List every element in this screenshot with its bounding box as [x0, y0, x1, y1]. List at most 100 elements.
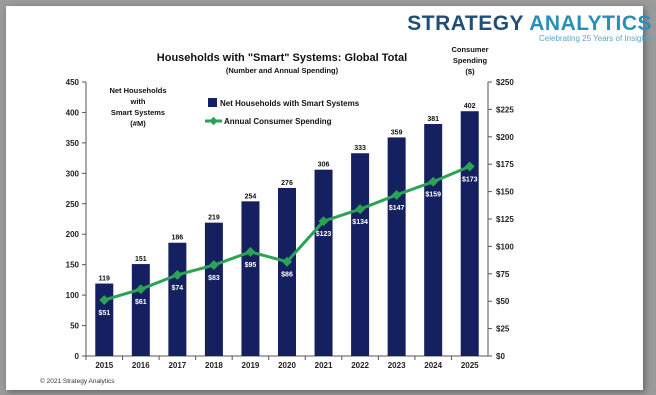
- bar-value-label: 219: [208, 215, 220, 222]
- spending-value-label: $159: [425, 192, 441, 199]
- y-tick-label: 450: [66, 78, 80, 87]
- y-tick-label: 100: [66, 291, 80, 300]
- spending-point: [428, 176, 439, 187]
- bar: [278, 187, 296, 356]
- spending-value-label: $83: [208, 275, 220, 282]
- y2-tick-label: $250: [496, 78, 514, 87]
- bar-value-label: 276: [281, 180, 293, 187]
- bar-value-label: 359: [391, 129, 403, 136]
- x-tick-label: 2015: [95, 361, 113, 370]
- y-tick-label: 350: [66, 139, 80, 148]
- bar: [460, 111, 479, 356]
- y-tick-label: 200: [66, 230, 80, 239]
- brand-name-part2: ANALYTICS: [529, 12, 652, 35]
- spending-point: [208, 260, 219, 270]
- spending-point: [282, 256, 292, 267]
- bar-value-label: 381: [427, 116, 439, 123]
- spending-value-label: $173: [462, 176, 478, 183]
- x-tick-label: 2021: [315, 361, 333, 370]
- spending-point: [318, 216, 329, 227]
- y2-tick-label: $0: [496, 352, 505, 361]
- brand-logo: STRATEGY ANALYTICS Celebrating 25 Years …: [407, 12, 652, 43]
- y2-tick-label: $150: [496, 188, 514, 197]
- x-tick-label: 2016: [132, 361, 150, 370]
- legend-label-line: Annual Consumer Spending: [224, 117, 332, 126]
- spending-value-label: $86: [281, 272, 293, 279]
- bar: [95, 283, 114, 356]
- y2-tick-label: $50: [496, 297, 510, 306]
- bars: 119 151 186 219 254 276 306 333 359 381 402: [95, 103, 479, 356]
- spending-value-label: $51: [98, 310, 110, 317]
- bar-value-label: 402: [464, 103, 476, 110]
- x-tick-label: 2023: [388, 361, 406, 370]
- bar-value-label: 151: [135, 256, 147, 263]
- spending-point: [172, 269, 183, 280]
- legend-label-bars: Net Households with Smart Systems: [220, 99, 360, 108]
- y2-tick-label: $200: [496, 133, 514, 142]
- y2-tick-label: $100: [496, 242, 514, 251]
- bar: [424, 124, 443, 356]
- y2-axis-label: Consumer Spending ($): [451, 45, 488, 76]
- y2-axis-label-line: ($): [465, 67, 475, 76]
- y2-tick-label: $75: [496, 270, 510, 279]
- y-tick-label: 150: [66, 261, 80, 270]
- bar-value-label: 119: [99, 276, 110, 283]
- x-tick-label: 2018: [205, 361, 223, 370]
- y2-axis-label-line: Spending: [453, 56, 488, 65]
- bar: [131, 264, 150, 356]
- bar: [387, 137, 406, 356]
- legend-swatch-marker: [209, 116, 218, 126]
- y-axis-label-line: Net Households: [109, 86, 166, 95]
- y-axis-label-line: Smart Systems: [111, 108, 165, 117]
- x-tick-label: 2022: [351, 361, 369, 370]
- x-tick-label: 2020: [278, 361, 296, 370]
- x-tick-label: 2017: [168, 361, 186, 370]
- spending-value-label: $95: [245, 262, 257, 269]
- y2-tick-label: $25: [496, 325, 510, 334]
- y-axis-label: Net Households with Smart Systems (#M): [109, 86, 166, 128]
- spending-point: [464, 161, 475, 172]
- spending-value-label: $61: [135, 299, 147, 306]
- bar: [204, 222, 223, 356]
- spending-point: [245, 246, 256, 257]
- y-tick-label: 400: [66, 108, 80, 117]
- x-tick-label: 2019: [242, 361, 260, 370]
- brand-name: STRATEGY ANALYTICS: [407, 12, 652, 36]
- y-tick-label: 250: [66, 200, 80, 209]
- bar-value-label: 186: [172, 235, 184, 242]
- y-tick-label: 50: [70, 322, 79, 331]
- spending-value-label: $147: [389, 205, 405, 212]
- x-tick-label: 2025: [461, 361, 479, 370]
- brand-tagline: Celebrating 25 Years of Insights: [539, 34, 652, 43]
- brand-name-part1: STRATEGY: [407, 12, 524, 35]
- bar: [351, 153, 370, 356]
- spending-point: [135, 284, 146, 295]
- legend: Net Households with Smart Systems Annual …: [205, 98, 360, 126]
- y2-axis-label-line: Consumer: [451, 45, 488, 54]
- bar-value-label: 333: [354, 145, 366, 152]
- bar: [314, 169, 333, 356]
- chart-subtitle: (Number and Annual Spending): [226, 66, 339, 75]
- bar-value-label: 254: [245, 193, 257, 200]
- spending-value-label: $74: [172, 285, 184, 292]
- legend-swatch-bars: [208, 98, 217, 107]
- y-axis-label-line: (#M): [130, 119, 146, 128]
- y2-tick-label: $225: [496, 105, 514, 114]
- axes: 0 50 100 150 200 250 300 350 400 450 $0 $25 $50 $75 $1…: [66, 78, 515, 370]
- y2-tick-label: $125: [496, 215, 514, 224]
- y-tick-label: 0: [75, 352, 80, 361]
- spending-line: $51 $61 $74 $83 $95 $86 $123 $134 $147 $159 $173: [98, 161, 478, 317]
- y-tick-label: 300: [66, 169, 80, 178]
- chart-title: Households with "Smart" Systems: Global …: [157, 52, 407, 64]
- spending-point: [355, 204, 366, 215]
- y-axis-label-line: with: [130, 97, 146, 106]
- spending-value-label: $123: [316, 231, 332, 238]
- bar: [241, 201, 260, 356]
- copyright: © 2021 Strategy Analytics: [40, 377, 115, 385]
- bar-value-label: 306: [318, 162, 330, 169]
- bar: [168, 242, 187, 356]
- spending-value-label: $134: [352, 219, 368, 226]
- spending-point: [391, 189, 402, 200]
- y2-tick-label: $175: [496, 160, 514, 169]
